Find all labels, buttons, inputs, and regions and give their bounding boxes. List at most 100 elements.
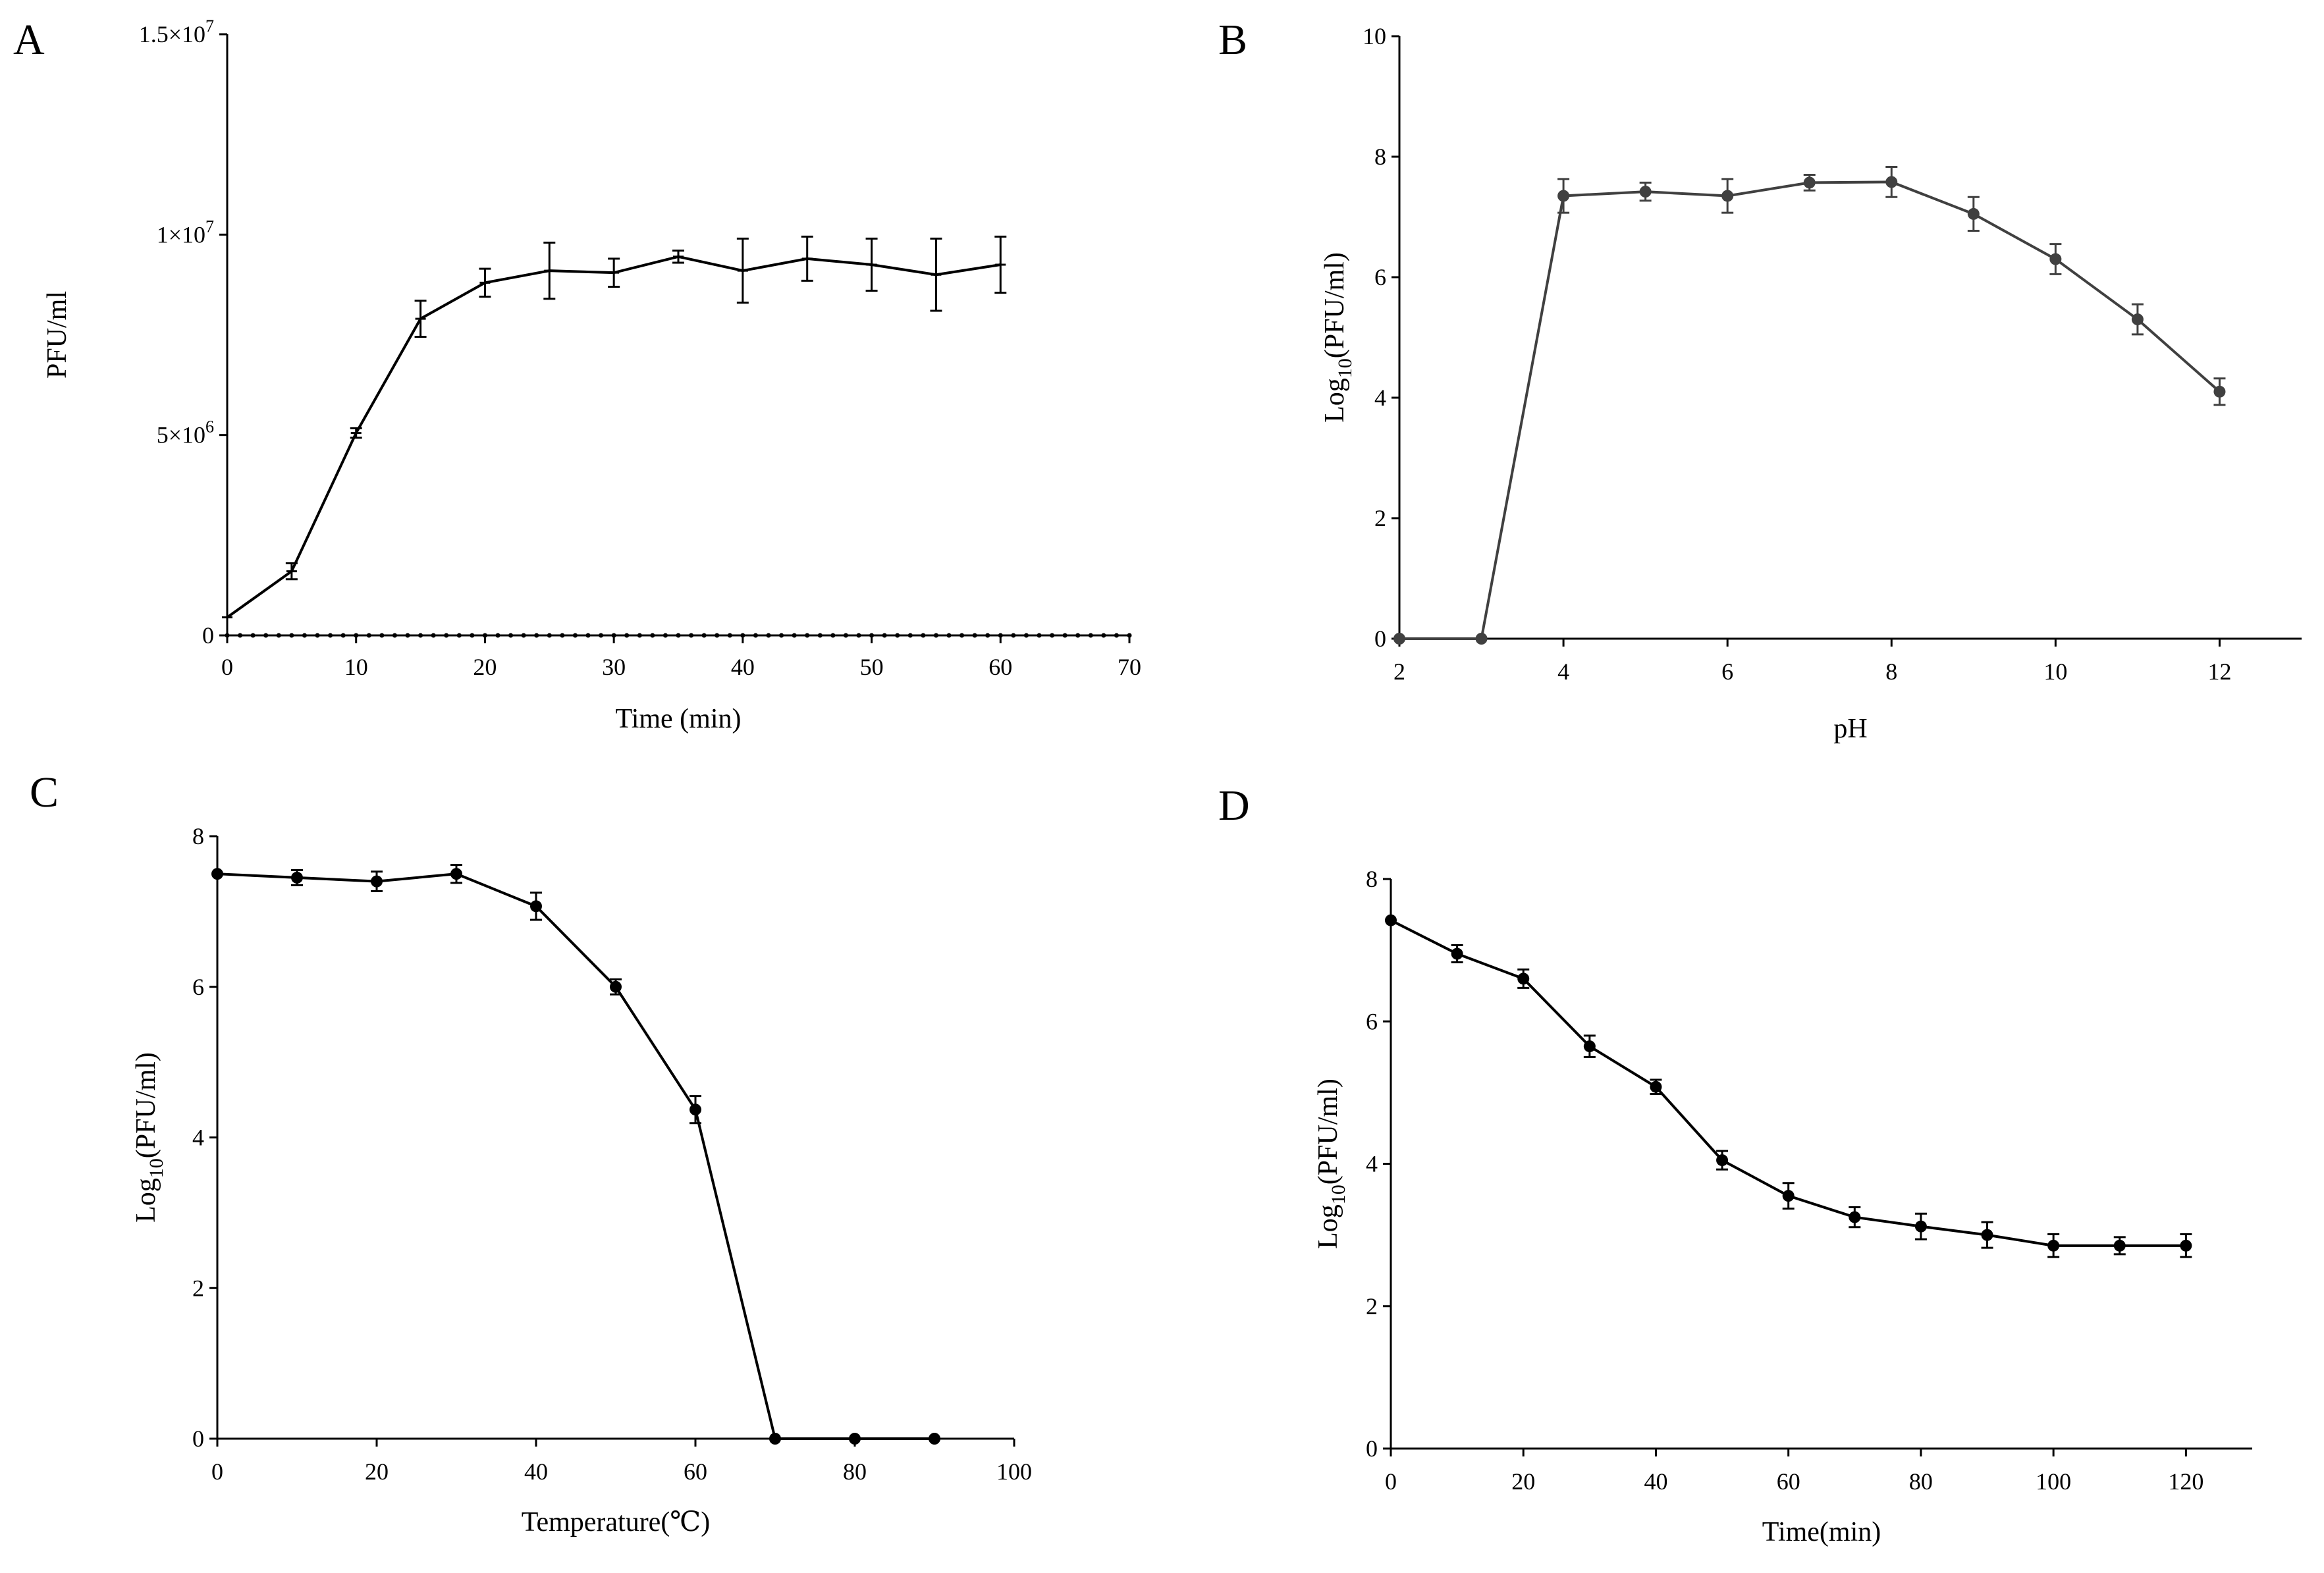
baseline-dot — [456, 633, 462, 638]
baseline-dot — [392, 633, 397, 638]
x-axis-title: Time(min) — [1762, 1517, 1881, 1547]
baseline-dot — [907, 633, 913, 638]
data-point — [1981, 1229, 1993, 1241]
panel-label-b: B — [1218, 16, 1247, 64]
baseline-dot — [1050, 633, 1055, 638]
data-point — [530, 900, 542, 913]
x-axis-title: Temperature(℃) — [522, 1507, 711, 1537]
baseline-dot — [766, 633, 771, 638]
baseline-dot — [946, 633, 952, 638]
baseline-dot — [431, 633, 436, 638]
x-tick-label: 50 — [860, 654, 884, 680]
data-point — [769, 1433, 781, 1445]
y-axis-title: PFU/ml — [42, 291, 72, 379]
y-axis-title: Log10(PFU/ml) — [1313, 1079, 1349, 1249]
y-tick-label-exponent: 7 — [205, 16, 214, 36]
baseline-dot — [444, 633, 449, 638]
data-point — [1393, 633, 1405, 645]
baseline-dot — [1088, 633, 1093, 638]
baseline-dot — [882, 633, 887, 638]
x-tick-label: 2 — [1393, 658, 1405, 685]
data-point — [1803, 176, 1816, 189]
baseline-dot — [1101, 633, 1106, 638]
x-tick-label: 40 — [1644, 1468, 1667, 1495]
baseline-dot — [405, 633, 410, 638]
baseline-dot — [611, 633, 616, 638]
panel-a: A 0 10 20 30 40 50 60 7005×1061×1071.5×107Time … — [13, 16, 1141, 734]
baseline-dot — [418, 633, 423, 638]
baseline-dot — [662, 633, 668, 638]
x-tick-label: 10 — [344, 654, 368, 680]
baseline-dot — [1011, 633, 1016, 638]
data-point — [1650, 1080, 1662, 1093]
y-tick-label: 1.5×107 — [139, 16, 214, 47]
data-point — [1557, 190, 1570, 202]
x-tick-label: 60 — [1777, 1468, 1800, 1495]
baseline-dot — [715, 633, 720, 638]
data-point — [211, 868, 223, 880]
y-tick-label: 0 — [192, 1426, 204, 1452]
y-axis-title-tail: (PFU/ml) — [1320, 252, 1350, 358]
x-tick-label: 100 — [2036, 1468, 2071, 1495]
x-tick-label: 100 — [996, 1458, 1032, 1485]
y-tick-label: 4 — [1374, 385, 1386, 411]
data-point — [1451, 947, 1463, 960]
panel-label-d: D — [1218, 782, 1250, 830]
x-tick-label: 10 — [2043, 658, 2067, 685]
x-tick-label: 0 — [211, 1458, 223, 1485]
baseline-dot — [1037, 633, 1042, 638]
y-tick-label: 5×106 — [157, 417, 214, 448]
panel-label-c: C — [30, 768, 59, 816]
baseline-dot — [830, 633, 836, 638]
x-tick-label: 0 — [221, 654, 233, 680]
data-point — [1716, 1154, 1729, 1167]
x-tick-label: 20 — [473, 654, 497, 680]
baseline-dot — [921, 633, 926, 638]
x-tick-label: 60 — [684, 1458, 707, 1485]
x-tick-label: 20 — [1511, 1468, 1535, 1495]
data-point — [2113, 1239, 2126, 1252]
baseline-dot — [366, 633, 371, 638]
data-point — [1385, 914, 1397, 926]
baseline-dot — [689, 633, 694, 638]
x-tick-label: 70 — [1118, 654, 1141, 680]
baseline-dot — [895, 633, 900, 638]
baseline-dot — [238, 633, 243, 638]
y-tick-label: 0 — [1374, 626, 1386, 652]
baseline-dot — [624, 633, 630, 638]
baseline-dot — [585, 633, 591, 638]
y-tick-label: 10 — [1363, 23, 1386, 49]
baseline-dot — [817, 633, 823, 638]
baseline-dot — [560, 633, 565, 638]
y-tick-label-base: 1×10 — [157, 221, 205, 248]
baseline-dot — [650, 633, 655, 638]
baseline-dot — [701, 633, 707, 638]
baseline-dot — [637, 633, 642, 638]
data-point — [1721, 190, 1734, 202]
y-axis-title-tail: (PFU/ml) — [131, 1052, 161, 1158]
baseline-dot — [263, 633, 269, 638]
y-axis-title-main: Log — [131, 1178, 161, 1223]
x-tick-label: 80 — [1909, 1468, 1933, 1495]
y-tick-label: 4 — [1366, 1151, 1378, 1177]
baseline-dot — [276, 633, 281, 638]
panel-c: C 0 20 40 60 80 100 0 2 4 6 8 Temperature(℃) Log10(P… — [30, 768, 1032, 1537]
baseline-dot — [289, 633, 294, 638]
baseline-dot — [340, 633, 346, 638]
baseline-dot — [805, 633, 810, 638]
baseline-dot — [470, 633, 475, 638]
baseline-dot — [869, 633, 875, 638]
baseline-dot — [1023, 633, 1029, 638]
baseline-dot — [250, 633, 256, 638]
baseline-dot — [998, 633, 1003, 638]
y-tick-label: 4 — [192, 1125, 204, 1151]
y-tick-label-exponent: 7 — [205, 217, 214, 236]
data-point — [1583, 1040, 1596, 1053]
baseline-dot — [792, 633, 797, 638]
y-tick-label: 0 — [1366, 1435, 1378, 1462]
baseline-dot — [508, 633, 514, 638]
baseline-dot — [959, 633, 965, 638]
baseline-dot — [1127, 633, 1132, 638]
baseline-dot — [521, 633, 526, 638]
data-point — [1782, 1190, 1795, 1202]
